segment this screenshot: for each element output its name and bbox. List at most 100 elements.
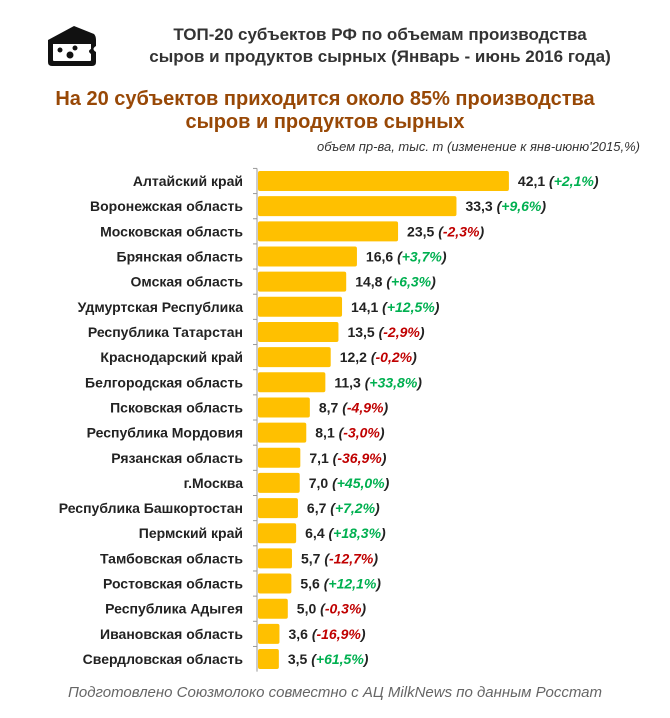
- data-label: 11,3 (+33,8%): [334, 374, 422, 390]
- value-label: 3,6: [288, 626, 311, 642]
- change-label: -16,9%: [316, 626, 361, 642]
- data-label: 3,5 (+61,5%): [288, 651, 369, 667]
- subtitle-line-2: сыров и продуктов сырных: [185, 111, 465, 133]
- data-label: 3,6 (-16,9%): [288, 626, 365, 642]
- paren: ): [359, 601, 366, 617]
- title-line-1: ТОП-20 субъектов РФ по объемам производс…: [173, 25, 587, 44]
- paren: (: [497, 198, 503, 214]
- data-label: 8,1 (-3,0%): [315, 425, 385, 441]
- bar: [258, 221, 399, 242]
- cheese-icon: [48, 26, 96, 66]
- change-label: -4,9%: [347, 399, 384, 415]
- value-label: 5,7: [301, 550, 324, 566]
- change-label: +7,2%: [335, 500, 376, 516]
- category-label: Рязанская область: [111, 450, 243, 466]
- change-label: +3,7%: [402, 248, 443, 264]
- source-footer: Подготовлено Союзмолоко совместно с АЦ M…: [68, 684, 602, 701]
- value-label: 5,0: [297, 601, 320, 617]
- paren: ): [378, 425, 385, 441]
- paren: (: [379, 324, 385, 340]
- chart-title: ТОП-20 субъектов РФ по объемам производс…: [100, 24, 660, 68]
- paren: (: [371, 349, 377, 365]
- data-label: 14,1 (+12,5%): [351, 299, 440, 315]
- paren: (: [339, 425, 345, 441]
- paren: ): [592, 173, 599, 189]
- category-label: Свердловская область: [83, 651, 244, 667]
- change-label: +12,5%: [387, 299, 435, 315]
- bar: [258, 649, 279, 670]
- bar: [258, 623, 280, 644]
- category-label: Белгородская область: [85, 374, 243, 390]
- category-label: Республика Башкортостан: [59, 500, 243, 516]
- change-label: +18,3%: [333, 525, 381, 541]
- data-label: 8,7 (-4,9%): [319, 399, 389, 415]
- bar: [258, 321, 339, 342]
- paren: ): [418, 324, 425, 340]
- bar: [258, 196, 457, 217]
- paren: (: [333, 450, 339, 466]
- paren: (: [386, 274, 392, 290]
- category-label: Алтайский край: [133, 173, 243, 189]
- bar: [258, 598, 288, 619]
- category-label: Краснодарский край: [100, 349, 243, 365]
- category-label: Тамбовская область: [100, 550, 243, 566]
- change-label: -2,9%: [383, 324, 420, 340]
- bar: [258, 573, 292, 594]
- chart-subtitle: На 20 субъектов приходится около 85% про…: [0, 88, 650, 134]
- change-label: -36,9%: [337, 450, 382, 466]
- bar: [258, 523, 297, 544]
- paren: ): [380, 450, 387, 466]
- value-label: 16,6: [366, 248, 397, 264]
- category-label: Московская область: [100, 223, 243, 239]
- paren: ): [440, 248, 447, 264]
- change-label: +45,0%: [337, 475, 385, 491]
- data-label: 23,5 (-2,3%): [407, 223, 484, 239]
- paren: ): [362, 651, 369, 667]
- bar: [258, 447, 301, 468]
- paren: ): [415, 374, 422, 390]
- bar: [258, 246, 357, 267]
- change-label: +6,3%: [391, 274, 432, 290]
- paren: (: [324, 550, 330, 566]
- value-label: 11,3: [334, 374, 364, 390]
- data-label: 6,7 (+7,2%): [307, 500, 380, 516]
- value-label: 6,4: [305, 525, 328, 541]
- change-label: +33,8%: [369, 374, 417, 390]
- data-label: 7,0 (+45,0%): [309, 475, 390, 491]
- paren: ): [383, 475, 390, 491]
- value-label: 6,7: [307, 500, 330, 516]
- data-label: 5,7 (-12,7%): [301, 550, 378, 566]
- paren: (: [330, 500, 336, 516]
- bar: [258, 271, 347, 292]
- paren: (: [312, 626, 318, 642]
- data-label: 13,5 (-2,9%): [347, 324, 424, 340]
- value-label: 5,6: [300, 576, 323, 592]
- paren: ): [359, 626, 366, 642]
- data-label: 5,6 (+12,1%): [300, 576, 381, 592]
- paren: ): [373, 500, 380, 516]
- change-label: -2,3%: [443, 223, 480, 239]
- paren: (: [438, 223, 444, 239]
- paren: (: [320, 601, 326, 617]
- value-label: 12,2: [340, 349, 371, 365]
- value-label: 7,1: [309, 450, 332, 466]
- bar: [258, 422, 307, 443]
- category-label: Воронежская область: [90, 198, 243, 214]
- category-label: Псковская область: [110, 399, 243, 415]
- value-label: 14,1: [351, 299, 382, 315]
- bar: [258, 397, 310, 418]
- bar: [258, 498, 298, 519]
- paren: (: [342, 399, 348, 415]
- paren: (: [365, 374, 371, 390]
- paren: ): [379, 525, 386, 541]
- change-label: -3,0%: [343, 425, 380, 441]
- bar: [258, 472, 300, 493]
- paren: ): [410, 349, 417, 365]
- paren: (: [382, 299, 388, 315]
- data-label: 12,2 (-0,2%): [340, 349, 417, 365]
- bar: [258, 296, 343, 317]
- paren: (: [311, 651, 317, 667]
- category-label: Ростовская область: [103, 576, 243, 592]
